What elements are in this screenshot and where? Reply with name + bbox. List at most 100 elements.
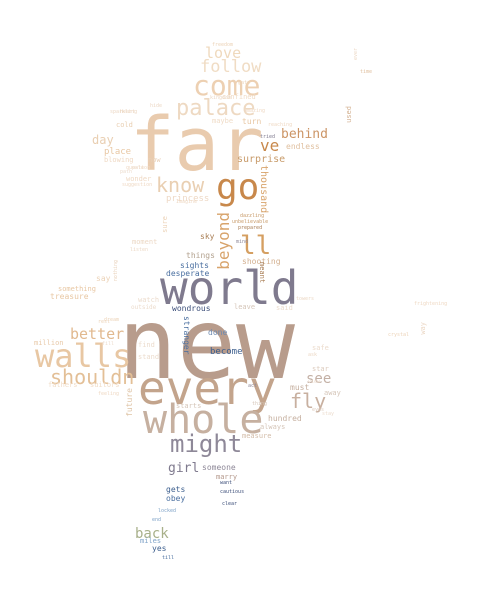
cloud-word: cold: [116, 121, 133, 129]
cloud-word: starts: [176, 402, 202, 410]
cloud-word: Imagine: [176, 199, 198, 205]
cloud-word: thousand: [258, 165, 269, 214]
cloud-word: time: [360, 69, 373, 75]
cloud-word: something: [58, 285, 96, 293]
cloud-word: find: [138, 341, 155, 349]
cloud-word: come: [193, 69, 261, 102]
cloud-word: now: [148, 156, 161, 164]
cloud-word: whole: [143, 397, 264, 443]
cloud-word: moment: [132, 238, 158, 246]
cloud-word: things: [186, 251, 215, 260]
cloud-word: dazzling: [240, 213, 265, 219]
cloud-word: rest: [98, 319, 111, 325]
cloud-word: see: [306, 371, 332, 387]
cloud-word: new: [118, 288, 296, 402]
cloud-word: turn: [242, 117, 262, 126]
cloud-word: question: [126, 165, 151, 171]
cloud-word: watch: [138, 296, 160, 304]
cloud-word: leave: [234, 303, 256, 311]
cloud-word: maybe: [212, 117, 234, 125]
cloud-word: stranger: [182, 316, 191, 355]
cloud-word: say: [96, 274, 111, 283]
cloud-word: sure: [161, 216, 169, 233]
cloud-word: outside: [131, 304, 157, 311]
cloud-word: walls: [35, 337, 132, 375]
cloud-word: gets: [166, 485, 186, 494]
cloud-word: shouldn: [50, 365, 135, 389]
cloud-word: stay: [322, 411, 335, 417]
cloud-word: kingdom: [210, 95, 232, 101]
cloud-word: prepared: [238, 225, 263, 231]
cloud-word: till: [162, 555, 175, 561]
cloud-word: thing: [252, 401, 268, 407]
cloud-word: behind: [281, 127, 328, 142]
cloud-word: suggestion: [122, 182, 153, 188]
cloud-word: measure: [242, 432, 272, 440]
cloud-word: ask: [308, 352, 318, 358]
cloud-word: end: [152, 517, 162, 523]
cloud-word: become: [210, 347, 243, 357]
cloud-word: freedom: [212, 42, 234, 48]
cloud-word: wonder: [126, 175, 152, 183]
cloud-word: heart: [120, 109, 136, 115]
cloud-word: star: [312, 365, 329, 373]
cloud-word: fly: [290, 389, 327, 413]
cloud-word: towers: [296, 296, 315, 302]
cloud-word: back: [135, 526, 169, 542]
cloud-word: girl: [168, 461, 200, 476]
cloud-word: safe: [312, 344, 329, 352]
cloud-word: wondrous: [172, 304, 211, 313]
cloud-word: cautious: [220, 489, 245, 495]
cloud-word: frightening: [414, 301, 448, 307]
cloud-word: confined: [222, 93, 256, 101]
cloud-word: shooting: [242, 257, 281, 266]
cloud-word: ever: [353, 48, 359, 61]
cloud-word: way: [419, 322, 427, 335]
cloud-word: surprise: [237, 154, 286, 165]
cloud-word: million: [34, 339, 64, 347]
cloud-word: gate: [238, 80, 251, 86]
cloud-word: amazing: [244, 108, 266, 114]
cloud-word: go: [216, 167, 260, 208]
cloud-word: desperate: [166, 269, 210, 278]
cloud-word: love: [205, 44, 242, 62]
cloud-word: miles: [140, 537, 162, 545]
cloud-word: always: [260, 423, 286, 431]
cloud-word: feeling: [98, 391, 120, 397]
cloud-word: know: [156, 173, 205, 197]
cloud-word: palace: [176, 96, 256, 121]
cloud-word: treasure: [50, 292, 89, 301]
cloud-word: suitors: [90, 381, 120, 389]
cloud-word: nothing: [113, 260, 119, 282]
cloud-word: fill: [102, 341, 115, 347]
cloud-word: act: [248, 383, 258, 389]
cloud-word: done: [208, 328, 228, 337]
cloud-word: marry: [216, 473, 238, 481]
cloud-word: ve: [260, 136, 280, 155]
cloud-word: hundred: [268, 414, 302, 423]
cloud-word: sparkling: [110, 109, 138, 115]
cloud-word: locked: [158, 508, 177, 514]
cloud-word: princess: [166, 194, 210, 204]
cloud-word: view: [308, 379, 321, 385]
cloud-word: endless: [286, 142, 320, 151]
cloud-word: used: [345, 106, 353, 123]
cloud-word: reaching: [268, 122, 293, 128]
cloud-word: pale: [132, 165, 145, 171]
cloud-word: must: [290, 383, 310, 392]
cloud-word: beyond: [214, 212, 233, 270]
cloud-word: world: [160, 261, 299, 315]
cloud-word: far: [130, 102, 264, 188]
cloud-word: stand: [138, 353, 160, 361]
cloud-word: future: [125, 388, 134, 417]
cloud-word: place: [104, 147, 132, 157]
cloud-word: ll: [240, 231, 272, 261]
cloud-word: yes: [152, 544, 167, 553]
cloud-word: hide: [150, 103, 163, 109]
cloud-word: dream: [104, 317, 120, 323]
cloud-word: path: [120, 169, 133, 175]
cloud-word: sky: [200, 232, 215, 241]
cloud-word: blowing: [104, 156, 134, 164]
cloud-word: eyes: [312, 407, 325, 413]
cloud-word: clear: [222, 501, 238, 507]
